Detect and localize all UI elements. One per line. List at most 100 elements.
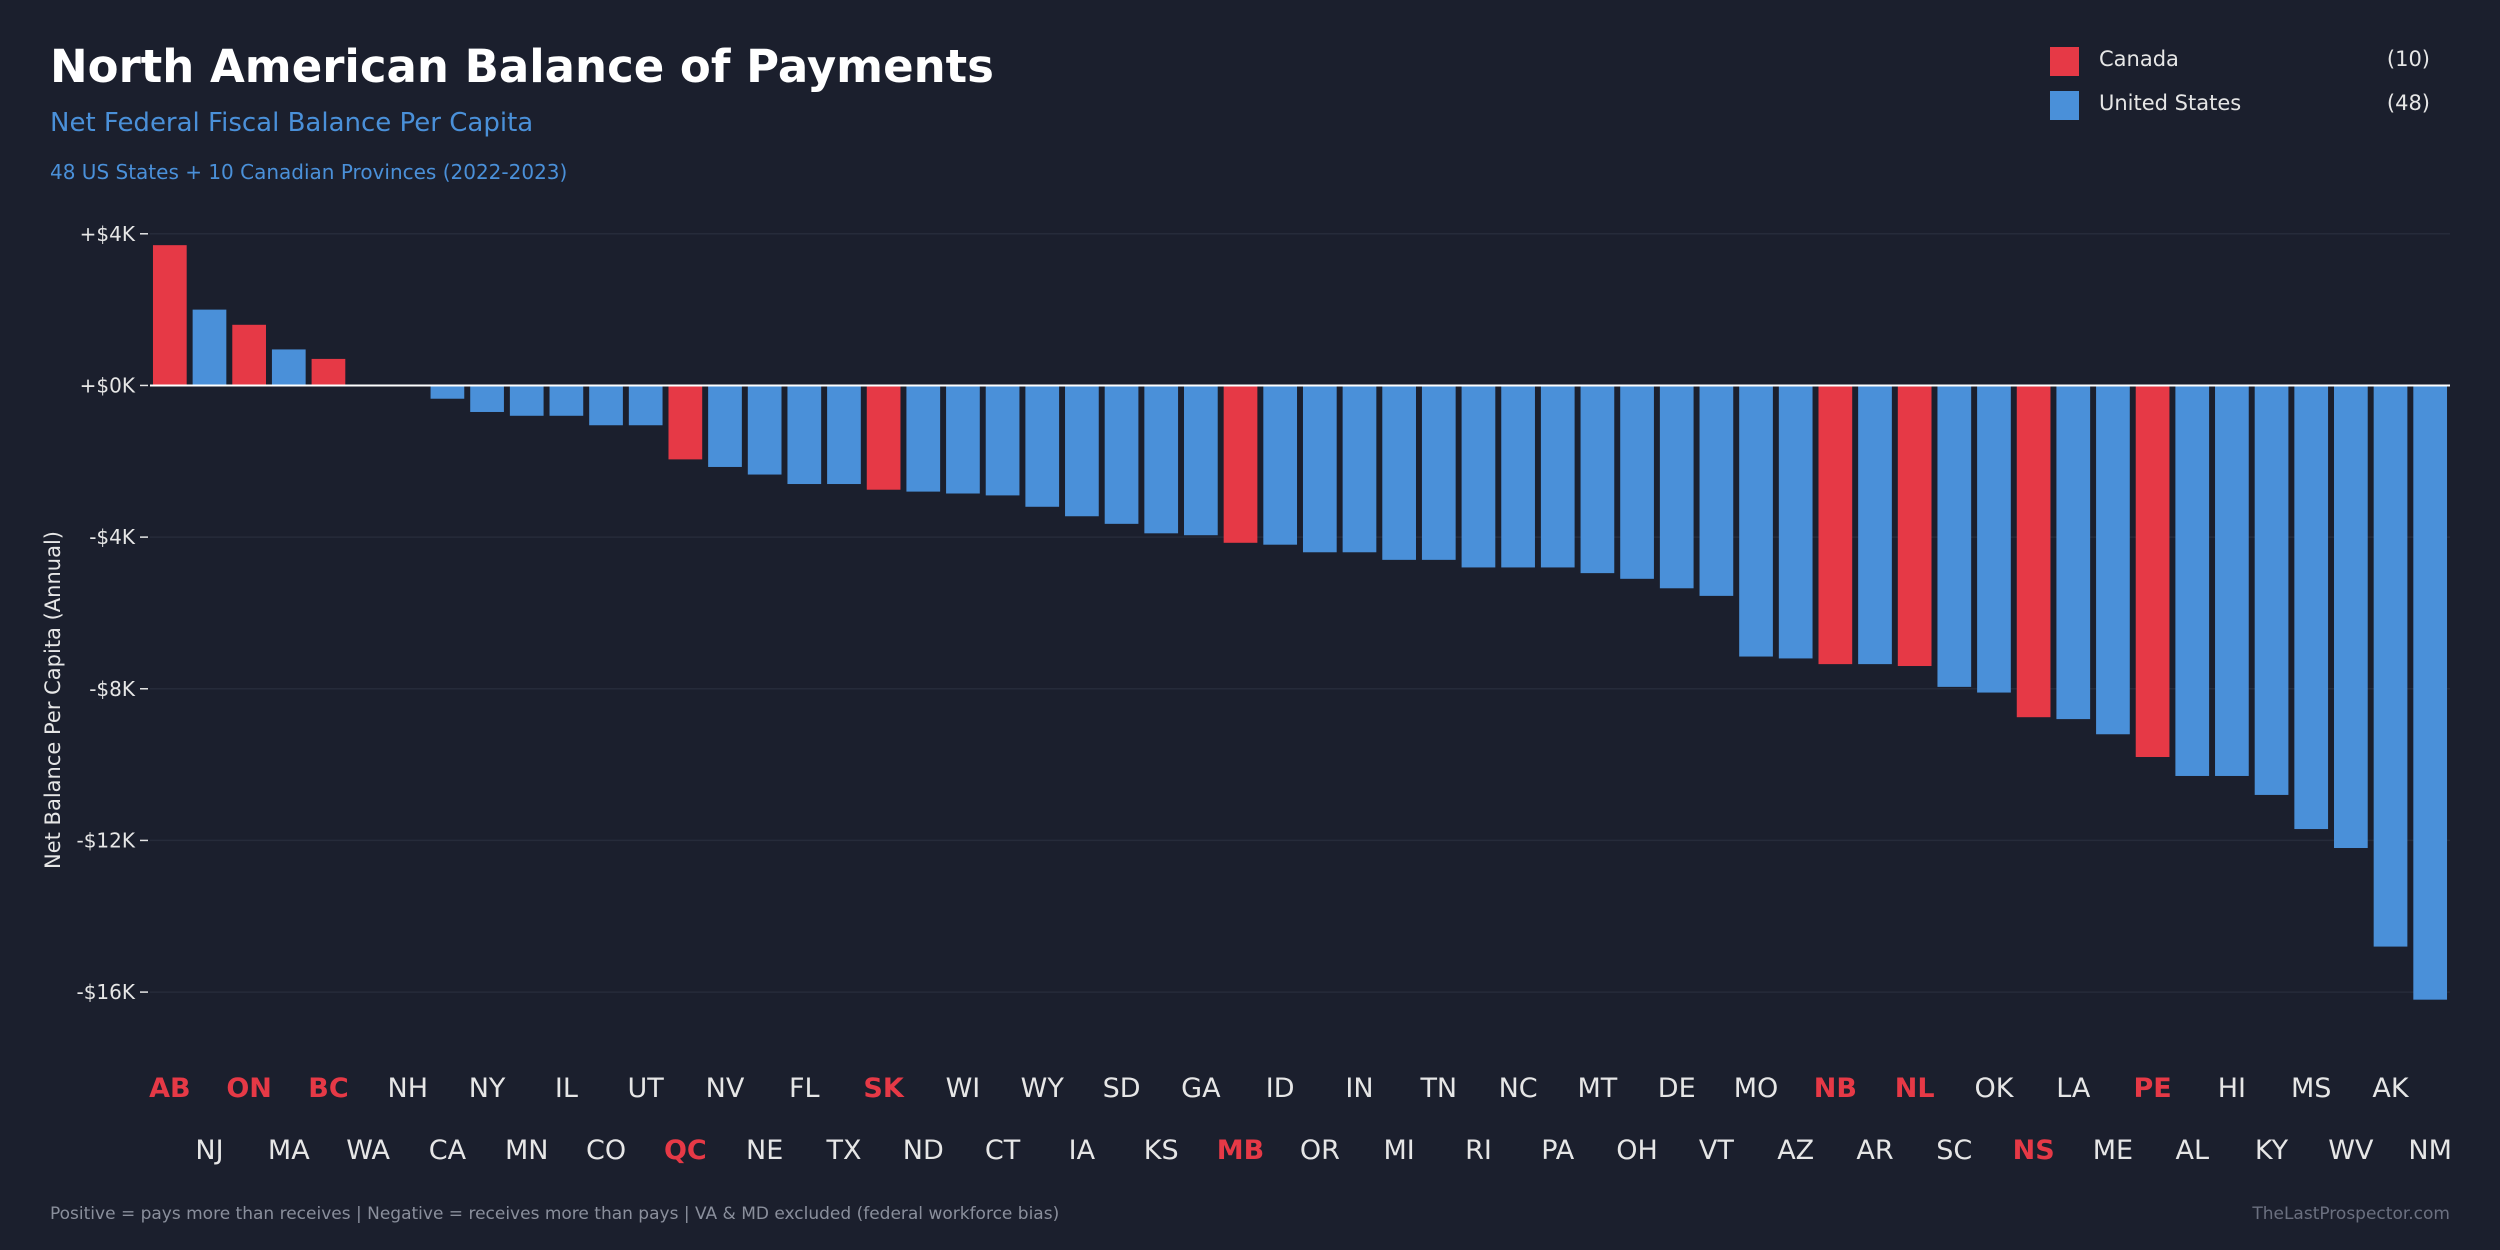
bar-nd	[906, 385, 941, 492]
bar-nb	[1818, 385, 1853, 665]
bar-tx	[827, 385, 861, 485]
x-tick-label-fl: FL	[789, 1073, 820, 1104]
bar-nj	[192, 309, 227, 386]
x-tick-label-bc: BC	[308, 1073, 348, 1104]
bar-il	[549, 385, 584, 416]
legend-item-canada: Canada (10)	[2050, 45, 2430, 89]
bar-mn	[509, 385, 544, 416]
x-tick-label-sc: SC	[1936, 1135, 1972, 1166]
bar-ky	[2254, 385, 2289, 795]
x-tick-label-tn: TN	[1419, 1073, 1457, 1104]
bar-pe	[2135, 385, 2170, 758]
bar-tn	[1421, 385, 1456, 560]
x-tick-label-on: ON	[226, 1073, 272, 1104]
bar-oh	[1620, 385, 1654, 579]
x-tick-label-wy: WY	[1021, 1073, 1065, 1104]
bar-ne	[747, 385, 782, 475]
y-axis-label: Net Balance Per Capita (Annual)	[41, 531, 65, 869]
y-tick-label: -$4K	[89, 525, 136, 549]
bar-az	[1778, 385, 1813, 659]
bar-de	[1659, 385, 1694, 589]
bar-nl	[1897, 385, 1932, 667]
x-tick-label-ak: AK	[2372, 1073, 2409, 1104]
bar-wy	[1025, 385, 1060, 507]
x-tick-label-pe: PE	[2133, 1073, 2171, 1104]
x-tick-label-ga: GA	[1181, 1073, 1221, 1104]
x-tick-label-hi: HI	[2218, 1073, 2246, 1104]
x-tick-label-wi: WI	[946, 1073, 981, 1104]
bar-bc	[311, 358, 346, 386]
chart-subtitle: Net Federal Fiscal Balance Per Capita	[50, 108, 534, 138]
x-tick-label-mt: MT	[1578, 1073, 1618, 1104]
x-tick-label-nd: ND	[903, 1135, 944, 1166]
x-tick-label-ri: RI	[1465, 1135, 1492, 1166]
x-tick-label-nl: NL	[1895, 1073, 1935, 1104]
bar-sk	[866, 385, 901, 490]
x-tick-label-tx: TX	[825, 1135, 861, 1166]
legend: Canada (10) United States (48)	[2050, 45, 2430, 133]
legend-count-united-states: (48)	[2386, 91, 2430, 115]
bar-al	[2175, 385, 2210, 776]
footer-note: Positive = pays more than receives | Neg…	[50, 1204, 1060, 1224]
bar-id	[1263, 385, 1298, 545]
footer-credit: TheLastProspector.com	[2252, 1204, 2450, 1224]
y-tick-label: +$4K	[80, 222, 136, 246]
chart-title: North American Balance of Payments	[50, 40, 994, 93]
x-tick-label-mi: MI	[1384, 1135, 1415, 1166]
bar-vt	[1699, 385, 1734, 596]
x-tick-label-il: IL	[555, 1073, 578, 1104]
bar-in	[1342, 385, 1377, 553]
bar-ar	[1858, 385, 1892, 665]
x-tick-label-ny: NY	[469, 1073, 506, 1104]
x-tick-label-ca: CA	[429, 1135, 467, 1166]
legend-label-united-states: United States	[2099, 91, 2242, 115]
legend-count-canada: (10)	[2386, 47, 2430, 71]
y-tick-label: -$8K	[89, 677, 136, 701]
bar-pa	[1540, 385, 1575, 568]
x-tick-label-ma: MA	[268, 1135, 310, 1166]
bar-mt	[1580, 385, 1615, 574]
bar-wi	[946, 385, 980, 494]
x-tick-label-nj: NJ	[195, 1135, 223, 1166]
x-tick-label-az: AZ	[1777, 1135, 1814, 1166]
x-tick-label-la: LA	[2056, 1073, 2091, 1104]
bar-ak	[2373, 385, 2408, 947]
bar-ia	[1065, 385, 1099, 517]
x-tick-label-ut: UT	[628, 1073, 665, 1104]
bar-ms	[2294, 385, 2329, 830]
x-tick-label-ia: IA	[1069, 1135, 1096, 1166]
x-tick-label-id: ID	[1266, 1073, 1295, 1104]
x-tick-label-sk: SK	[863, 1073, 904, 1104]
legend-item-united-states: United States (48)	[2050, 89, 2430, 133]
legend-swatch-united-states	[2050, 91, 2079, 120]
bar-ut	[628, 385, 663, 426]
bar-nv	[708, 385, 742, 467]
bar-mb	[1223, 385, 1258, 543]
x-tick-label-nb: NB	[1814, 1073, 1857, 1104]
x-tick-label-ky: KY	[2255, 1135, 2289, 1166]
bar-nm	[2413, 385, 2448, 1000]
x-tick-label-ok: OK	[1974, 1073, 2014, 1104]
x-tick-label-nm: NM	[2408, 1135, 2452, 1166]
x-tick-label-nv: NV	[706, 1073, 745, 1104]
bar-mi	[1382, 385, 1416, 560]
bar-hi	[2215, 385, 2249, 776]
x-tick-label-or: OR	[1300, 1135, 1340, 1166]
x-tick-label-de: DE	[1658, 1073, 1696, 1104]
bar-ct	[985, 385, 1020, 496]
x-tick-label-wv: WV	[2328, 1135, 2374, 1166]
bar-mo	[1739, 385, 1773, 657]
bar-nc	[1501, 385, 1535, 568]
x-tick-label-ne: NE	[746, 1135, 783, 1166]
bar-sc	[1937, 385, 1972, 687]
bar-wv	[2334, 385, 2368, 849]
bar-ab	[152, 245, 187, 386]
bar-ca	[430, 385, 465, 399]
x-tick-label-nc: NC	[1499, 1073, 1538, 1104]
x-tick-label-in: IN	[1345, 1073, 1373, 1104]
bar-on	[232, 324, 266, 386]
bar-ri	[1461, 385, 1496, 568]
x-tick-label-qc: QC	[664, 1135, 707, 1166]
